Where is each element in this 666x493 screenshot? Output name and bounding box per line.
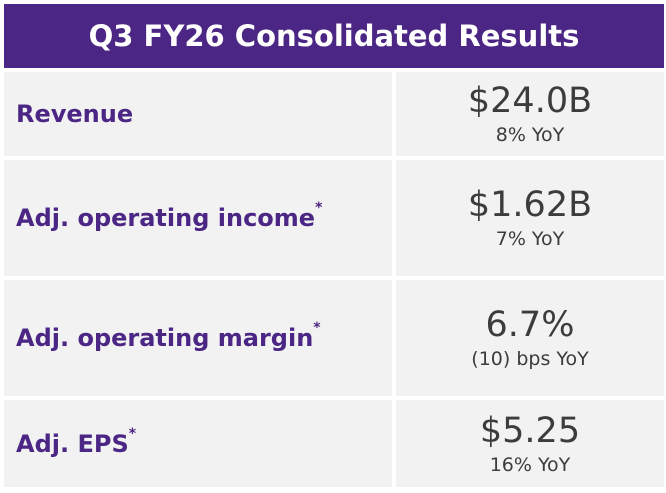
footnote-marker: *	[313, 320, 321, 336]
metric-change: (10) bps YoY	[471, 348, 589, 370]
value-cell: $1.62B 7% YoY	[396, 160, 664, 276]
metric-change: 8% YoY	[495, 124, 565, 146]
metric-value: 6.7%	[485, 305, 575, 345]
table-row: Adj. EPS* $5.25 16% YoY	[4, 400, 664, 487]
value-cell: $5.25 16% YoY	[396, 400, 664, 487]
label-cell: Adj. operating income*	[4, 160, 392, 276]
metric-value: $24.0B	[467, 81, 593, 121]
row-label: Adj. operating income*	[16, 200, 323, 232]
table-row: Adj. operating income* $1.62B 7% YoY	[4, 160, 664, 276]
label-cell: Revenue	[4, 72, 392, 156]
label-cell: Adj. EPS*	[4, 400, 392, 487]
table-row: Adj. operating margin* 6.7% (10) bps YoY	[4, 280, 664, 396]
metric-change: 16% YoY	[489, 453, 571, 476]
header-title: Q3 FY26 Consolidated Results	[4, 4, 664, 68]
value-cell: 6.7% (10) bps YoY	[396, 280, 664, 396]
label-cell: Adj. operating margin*	[4, 280, 392, 396]
row-label: Adj. EPS*	[16, 425, 137, 458]
metric-value: $1.62B	[467, 185, 593, 225]
metric-value: $5.25	[479, 410, 581, 451]
footnote-marker: *	[128, 425, 137, 442]
table-row: Revenue $24.0B 8% YoY	[4, 72, 664, 156]
metric-change: 7% YoY	[495, 228, 565, 250]
row-label: Revenue	[16, 100, 134, 128]
footnote-marker: *	[315, 200, 323, 216]
results-card: Q3 FY26 Consolidated Results Revenue $24…	[4, 4, 664, 491]
value-cell: $24.0B 8% YoY	[396, 72, 664, 156]
row-label: Adj. operating margin*	[16, 320, 321, 352]
